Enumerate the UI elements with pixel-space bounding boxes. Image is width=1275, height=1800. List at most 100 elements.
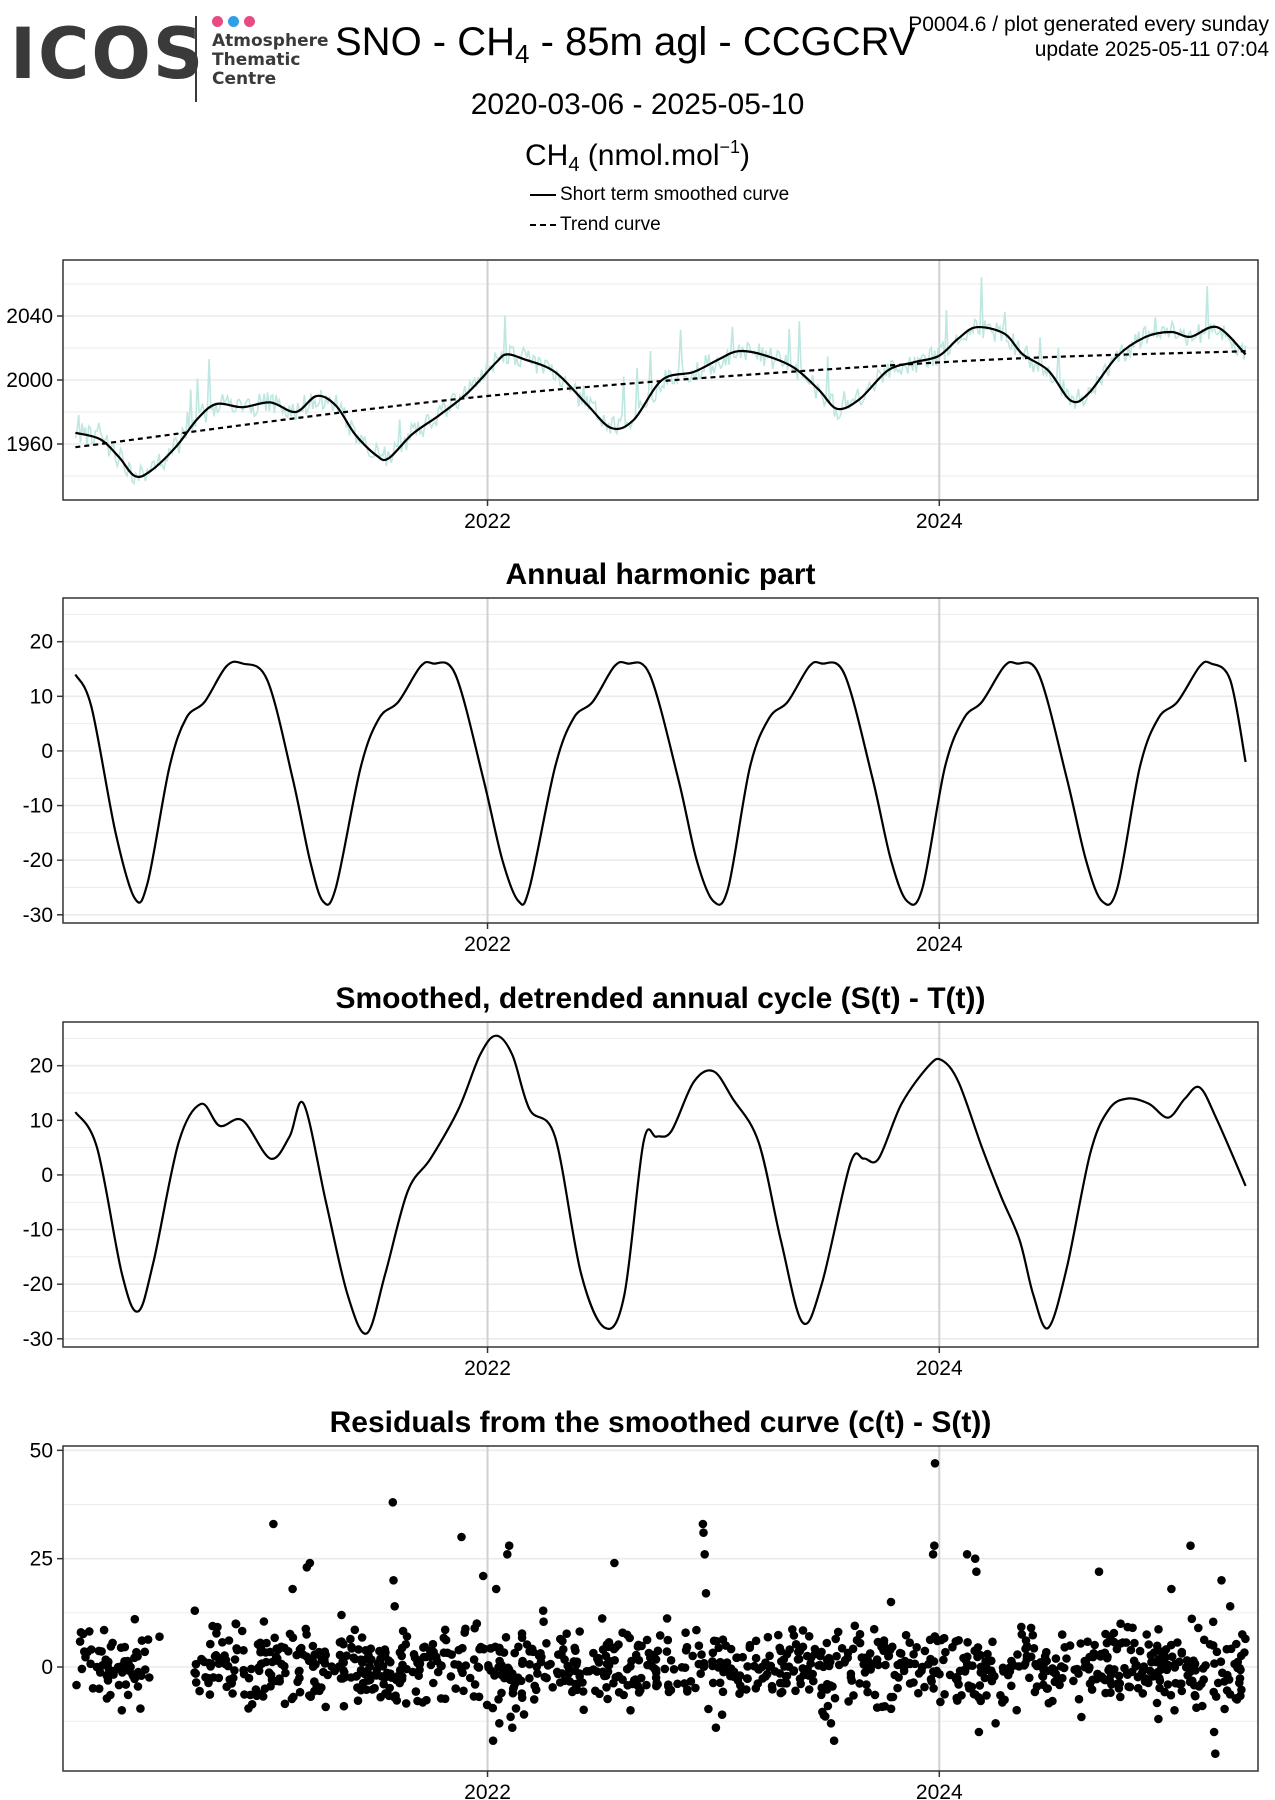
- residual-point: [1167, 1584, 1176, 1594]
- residual-point: [886, 1692, 896, 1702]
- residual-point: [114, 1680, 124, 1690]
- residual-point: [230, 1655, 240, 1664]
- residual-point: [936, 1697, 945, 1707]
- residual-point: [1083, 1637, 1092, 1646]
- residual-point: [339, 1658, 349, 1667]
- residual-point: [761, 1672, 770, 1681]
- x-tick-label: 2022: [464, 510, 511, 533]
- residual-point: [533, 1669, 542, 1678]
- residual-point: [976, 1668, 986, 1677]
- residual-point: [356, 1666, 366, 1675]
- residual-point: [960, 1667, 970, 1676]
- residual-point: [302, 1652, 311, 1661]
- residual-point: [988, 1637, 997, 1647]
- residual-point: [358, 1655, 367, 1665]
- residual-point: [1162, 1665, 1172, 1675]
- residual-point: [1205, 1640, 1215, 1649]
- residual-point: [798, 1626, 808, 1635]
- residual-point: [834, 1660, 844, 1670]
- residual-point: [1026, 1623, 1036, 1633]
- residual-point: [397, 1651, 407, 1661]
- residual-point: [257, 1659, 267, 1668]
- residual-point: [1115, 1679, 1125, 1688]
- residual-point: [213, 1622, 222, 1632]
- residual-point: [1198, 1664, 1208, 1673]
- residual-point: [207, 1659, 216, 1669]
- residual-point: [941, 1647, 950, 1657]
- residual-point: [1167, 1652, 1177, 1661]
- residual-point: [514, 1642, 523, 1652]
- residual-point: [1177, 1686, 1187, 1696]
- residual-point: [929, 1684, 938, 1693]
- residual-point: [86, 1659, 95, 1669]
- logo-dots: [212, 16, 255, 27]
- residual-point: [649, 1652, 659, 1662]
- residual-point: [905, 1679, 915, 1688]
- plot-frame: [62, 1021, 1259, 1348]
- residual-point: [357, 1633, 367, 1642]
- residual-point: [962, 1659, 972, 1669]
- residual-point: [791, 1686, 800, 1696]
- residual-point: [494, 1695, 503, 1704]
- residual-point: [486, 1644, 495, 1653]
- residual-point: [475, 1644, 484, 1654]
- residual-point: [295, 1666, 304, 1676]
- residual-point: [816, 1651, 825, 1661]
- residual-point: [311, 1650, 320, 1659]
- residual-point: [500, 1673, 509, 1683]
- residual-point: [809, 1676, 818, 1686]
- residual-point: [426, 1660, 436, 1670]
- residual-point: [1161, 1645, 1171, 1654]
- residual-point: [494, 1663, 503, 1672]
- residual-point: [900, 1657, 910, 1667]
- residual-point: [379, 1679, 389, 1689]
- meta-line-1: P0004.6 / plot generated every sunday: [908, 13, 1269, 36]
- residual-point: [655, 1631, 665, 1640]
- residual-point: [914, 1688, 923, 1698]
- residual-point: [420, 1642, 430, 1652]
- logo-text: Atmosphere Thematic Centre: [212, 32, 329, 89]
- residual-point: [754, 1665, 764, 1674]
- residual-point: [474, 1692, 484, 1702]
- residual-point: [822, 1638, 832, 1648]
- residual-point: [862, 1680, 871, 1689]
- residual-point: [1107, 1680, 1116, 1689]
- residual-point: [610, 1558, 619, 1568]
- residual-point: [789, 1631, 799, 1640]
- residual-point: [518, 1659, 527, 1668]
- residual-point: [743, 1662, 752, 1671]
- residual-point: [732, 1653, 741, 1663]
- residual-point: [562, 1629, 571, 1638]
- plot-background: [63, 1022, 1258, 1347]
- residual-point: [361, 1646, 370, 1655]
- residual-point: [1146, 1651, 1156, 1660]
- residual-point: [1048, 1667, 1058, 1677]
- residual-point: [881, 1660, 890, 1670]
- residual-point: [439, 1633, 449, 1643]
- residual-point: [1223, 1670, 1232, 1680]
- ylabel-superscript: −1: [719, 137, 741, 157]
- residual-point: [484, 1663, 493, 1672]
- residual-point: [879, 1638, 889, 1648]
- residual-point: [1077, 1712, 1086, 1722]
- residual-point: [1177, 1649, 1187, 1658]
- y-tick-label: 2000: [6, 369, 53, 392]
- residual-point: [77, 1664, 87, 1674]
- residual-point: [446, 1672, 456, 1681]
- residual-point: [817, 1683, 826, 1693]
- residual-point: [952, 1675, 962, 1685]
- x-tick-label: 2024: [916, 1357, 963, 1380]
- residual-point: [735, 1689, 744, 1698]
- residual-point: [232, 1645, 242, 1655]
- residual-point: [1198, 1701, 1207, 1711]
- residual-point: [778, 1679, 788, 1688]
- residual-point: [803, 1651, 812, 1661]
- logo-dot: [244, 16, 255, 27]
- residual-point: [1116, 1619, 1125, 1628]
- smoothed-curve-line: [74, 660, 1247, 906]
- residual-point: [770, 1667, 780, 1676]
- residual-point: [886, 1597, 896, 1607]
- residual-point: [1072, 1664, 1082, 1674]
- residual-point: [123, 1690, 133, 1700]
- residual-point: [362, 1685, 371, 1694]
